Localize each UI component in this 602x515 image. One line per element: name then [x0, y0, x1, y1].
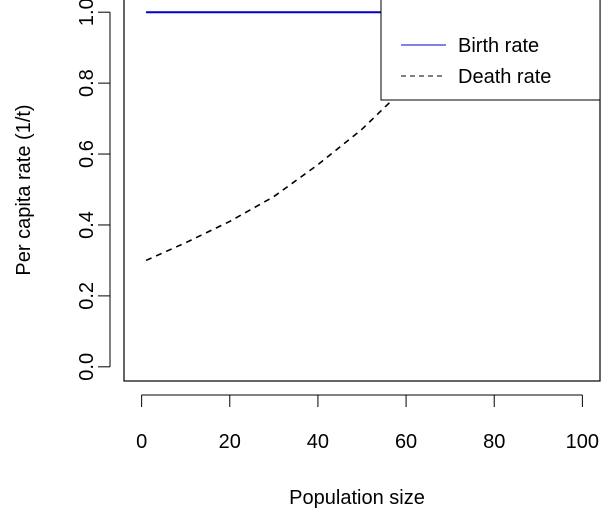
legend: Birth rate Death rate — [380, 0, 601, 101]
plot-frame — [123, 0, 601, 382]
series-line-death-rate — [145, 11, 469, 262]
y-axis-title: Per capita rate (1/t) — [13, 104, 35, 275]
x-tick-label: 100 — [566, 431, 599, 453]
x-tick-label: 0 — [136, 431, 147, 453]
y-tick-label: 0.4 — [76, 211, 98, 239]
legend-death-rate-label: Death rate — [458, 66, 551, 88]
legend-box — [380, 0, 601, 101]
y-tick-label: 0.2 — [76, 282, 98, 310]
y-axis: 0.0 0.2 0.4 0.6 0.8 1.0 — [76, 0, 111, 381]
legend-birth-rate-label: Birth rate — [458, 35, 539, 57]
x-tick-label: 20 — [219, 431, 241, 453]
x-tick-label: 40 — [307, 431, 329, 453]
y-tick-label: 0.0 — [76, 353, 98, 381]
x-tick-label: 80 — [483, 431, 505, 453]
x-axis-title: Population size — [289, 487, 425, 509]
y-tick-label: 0.6 — [76, 140, 98, 168]
y-tick-label: 0.8 — [76, 69, 98, 97]
x-tick-label: 60 — [395, 431, 417, 453]
y-tick-label: 1.0 — [76, 0, 98, 26]
x-axis: 0 20 40 60 80 100 — [136, 394, 599, 453]
